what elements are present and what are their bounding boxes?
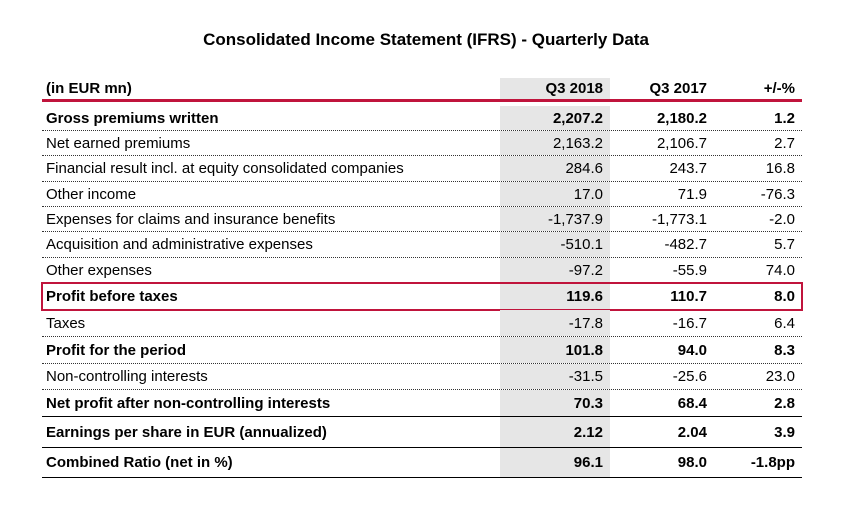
row-q3-2017: -55.9 [672, 262, 707, 279]
row-change: 23.0 [765, 368, 795, 385]
table-row: Acquisition and administrative expenses … [42, 232, 802, 258]
row-change: 74.0 [765, 262, 795, 279]
table-row: Net earned premiums 2,163.2 2,106.7 2.7 [42, 131, 802, 156]
row-label: Taxes [46, 314, 86, 332]
table-row: Taxes -17.8 -16.7 6.4 [42, 310, 802, 337]
header-q3-2018: Q3 2018 [500, 78, 610, 99]
table-row: Other income 17.0 71.9 -76.3 [42, 182, 802, 207]
row-q3-2017: 98.0 [677, 454, 707, 471]
row-label: Financial result incl. at equity consoli… [46, 160, 404, 177]
row-change: 8.0 [774, 288, 795, 305]
row-change: -76.3 [760, 185, 795, 203]
row-q3-2018: 2.12 [500, 417, 610, 447]
row-change: 3.9 [774, 423, 795, 441]
page-title: Consolidated Income Statement (IFRS) - Q… [203, 30, 649, 49]
row-q3-2017: 243.7 [669, 160, 707, 177]
table-row: Non-controlling interests -31.5 -25.6 23… [42, 364, 802, 390]
row-q3-2017: 94.0 [677, 341, 707, 359]
row-q3-2018: 17.0 [500, 182, 610, 206]
row-label: Combined Ratio (net in %) [46, 454, 233, 471]
row-change: 16.8 [765, 160, 795, 177]
row-q3-2018: 70.3 [500, 390, 610, 416]
row-q3-2018: -97.2 [500, 258, 610, 283]
row-q3-2018: -1,737.9 [500, 207, 610, 231]
table-row: Net profit after non-controlling interes… [42, 390, 802, 417]
row-change: -2.0 [769, 210, 795, 228]
row-label: Profit before taxes [46, 288, 178, 305]
table-row: Financial result incl. at equity consoli… [42, 156, 802, 182]
row-change: 2.7 [774, 134, 795, 152]
row-q3-2017: -482.7 [664, 236, 707, 253]
row-label: Acquisition and administrative expenses [46, 236, 313, 253]
row-q3-2017: 2.04 [677, 423, 707, 441]
row-change: 5.7 [774, 236, 795, 253]
row-q3-2018: 96.1 [500, 448, 610, 477]
row-label: Other income [46, 185, 137, 203]
row-change: 1.2 [774, 109, 795, 127]
row-change: 6.4 [774, 314, 795, 332]
table-row: Other expenses -97.2 -55.9 74.0 [42, 258, 802, 283]
row-label: Other expenses [46, 262, 152, 279]
row-q3-2017: 2,180.2 [656, 109, 707, 127]
row-q3-2018: -31.5 [500, 364, 610, 389]
table-row: Gross premiums written 2,207.2 2,180.2 1… [42, 106, 802, 131]
row-label: Earnings per share in EUR (annualized) [46, 423, 327, 441]
row-label: Gross premiums written [46, 109, 219, 127]
row-label: Expenses for claims and insurance benefi… [46, 210, 336, 228]
row-q3-2018: 2,207.2 [500, 106, 610, 130]
row-label: Net profit after non-controlling interes… [46, 394, 331, 412]
table-header: (in EUR mn) Q3 2018 Q3 2017 +/-% [42, 78, 802, 102]
table-row: Combined Ratio (net in %) 96.1 98.0 -1.8… [42, 448, 802, 478]
row-label: Net earned premiums [46, 134, 191, 152]
income-statement-table: (in EUR mn) Q3 2018 Q3 2017 +/-% Gross p… [41, 78, 803, 478]
row-q3-2017: -25.6 [672, 368, 707, 385]
row-q3-2018: 284.6 [500, 156, 610, 181]
row-q3-2017: 2,106.7 [656, 134, 707, 152]
header-unit-label: (in EUR mn) [46, 80, 132, 97]
row-q3-2018: 119.6 [500, 283, 610, 310]
row-q3-2017: 71.9 [677, 185, 707, 203]
row-q3-2017: 68.4 [677, 394, 707, 412]
row-q3-2017: 110.7 [670, 288, 707, 305]
table-row: Expenses for claims and insurance benefi… [42, 207, 802, 232]
table-row: Profit for the period 101.8 94.0 8.3 [42, 337, 802, 364]
row-q3-2017: -1,773.1 [651, 210, 707, 228]
row-q3-2018: -510.1 [500, 232, 610, 257]
table-row: Earnings per share in EUR (annualized) 2… [42, 417, 802, 448]
table-row-highlighted: Profit before taxes 119.6 110.7 8.0 [41, 282, 803, 311]
header-change: +/-% [763, 80, 795, 97]
header-q3-2017: Q3 2017 [649, 80, 707, 97]
row-q3-2018: -17.8 [500, 310, 610, 336]
row-label: Non-controlling interests [46, 368, 208, 385]
row-q3-2017: -16.7 [672, 314, 707, 332]
row-change: -1.8pp [750, 454, 795, 471]
row-change: 2.8 [774, 394, 795, 412]
row-q3-2018: 101.8 [500, 337, 610, 363]
row-label: Profit for the period [46, 341, 186, 359]
row-change: 8.3 [774, 341, 795, 359]
row-q3-2018: 2,163.2 [500, 131, 610, 155]
